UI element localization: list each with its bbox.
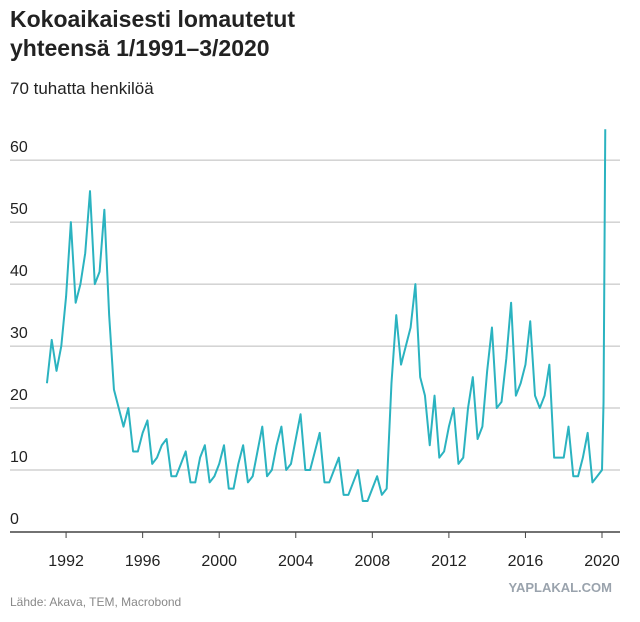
y-tick-label: 50 — [10, 201, 28, 218]
x-tick-label: 2000 — [201, 553, 237, 570]
y-tick-label: 0 — [10, 511, 19, 528]
x-tick-label: 2012 — [431, 553, 467, 570]
y-axis-label: 70 tuhatta henkilöä — [10, 79, 154, 98]
line — [45, 129, 607, 503]
x-tick-label: 2016 — [508, 553, 544, 570]
y-tick-label: 30 — [10, 325, 28, 342]
chart-title: Kokoaikaisesti lomautetut — [10, 6, 295, 32]
x-tick-label: 1992 — [48, 553, 84, 570]
x-tick-label: 2004 — [278, 553, 314, 570]
x-tick-label: 1996 — [125, 553, 161, 570]
y-tick-label: 40 — [10, 263, 28, 280]
chart-subtitle: yhteensä 1/1991–3/2020 — [10, 35, 270, 61]
y-tick-label: 60 — [10, 139, 28, 156]
y-tick-label: 10 — [10, 449, 28, 466]
x-tick-label: 2020 — [584, 553, 620, 570]
watermark: YAPLAKAL.COM — [508, 580, 612, 595]
source: Lähde: Akava, TEM, Macrobond — [10, 595, 181, 609]
y-tick-label: 20 — [10, 387, 28, 404]
x-tick-label: 2008 — [355, 553, 391, 570]
